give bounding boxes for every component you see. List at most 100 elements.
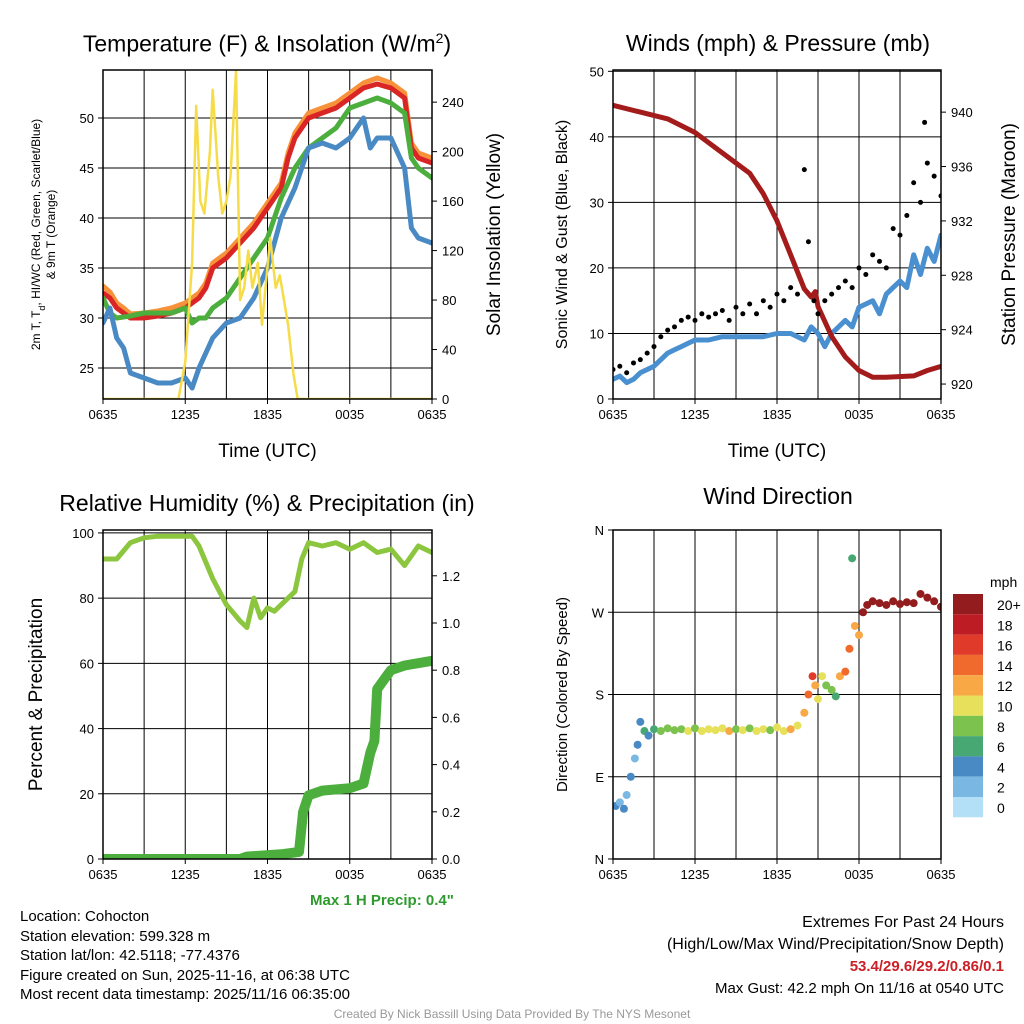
x-tick-label: 0635 [418,407,447,422]
title-superscript: 2 [435,30,444,46]
direction-point [889,597,898,606]
gust-point [692,317,698,323]
direction-point [793,721,802,730]
direction-point [636,717,645,726]
colorbar-swatch [953,776,983,797]
x-tick-label: 0635 [927,407,956,422]
x-tick-label: 0035 [845,407,874,422]
y-label-subscript: d [37,306,47,311]
temperature-panel-title: Temperature (F) & Insolation (W/m2) [83,30,451,58]
direction-point [779,727,788,736]
y-tick-label: 40 [80,211,94,226]
series-td [103,115,432,391]
colorbar-swatch [953,594,983,615]
y-tick-label: 40 [80,722,94,737]
wind-direction-panel-title: Wind Direction [703,483,853,509]
right-y-tick-label: 0 [442,392,449,407]
direction-point [718,724,727,733]
direction-point [818,672,827,681]
gust-point [699,311,705,317]
gust-point [883,265,889,271]
direction-point [875,599,884,608]
gust-point [665,327,671,333]
gust-point [924,160,930,166]
extremes-subtitle: (High/Low/Max Wind/Precipitation/Snow De… [666,936,1004,953]
direction-point [855,631,863,640]
y-label-part: , HI/WC (Red, Green, Scarlet/Blue) [29,119,43,306]
gust-point [678,317,684,323]
y-tick-label: 25 [80,361,94,376]
x-tick-label: 0635 [599,407,628,422]
winds-panel-title: Winds (mph) & Pressure (mb) [625,30,931,56]
plot-area [103,533,432,859]
series-hi-wc [103,95,432,326]
direction-point [937,602,941,611]
gust-point [822,298,828,304]
gust-point [795,291,800,297]
latlon-text: Station lat/lon: 42.5118; -77.4376 [20,947,240,964]
gust-point [801,167,807,173]
colorbar-swatch [953,675,983,696]
gust-point [922,119,928,125]
x-tick-label: 0635 [89,407,118,422]
gust-point [672,324,677,330]
direction-point [670,726,679,735]
max-gust-text: Max Gust: 42.2 mph On 11/16 at 0540 UTC [714,980,1004,997]
direction-point [841,667,850,676]
direction-point [615,798,624,807]
y-tick-label: 20 [590,261,604,276]
gust-point [685,314,691,320]
y-tick-label: 60 [80,656,94,671]
direction-point [644,731,653,740]
y-tick-label: N [595,523,604,538]
gust-point [877,258,882,264]
right-y-tick-label: 240 [442,95,464,110]
direction-point [896,600,904,609]
y-axis-label-line2: & 9m T (Orange) [44,190,58,280]
recent-data-text: Most recent data timestamp: 2025/11/16 0… [20,986,350,1003]
y-tick-label: E [595,770,604,785]
y-axis-label: Sonic Wind & Gust (Blue, Black) [554,120,571,349]
gust-point [836,285,841,291]
right-y-axis-label: Station Pressure (Maroon) [999,123,1020,346]
panel-2: 0 20 40 60 80 100 0.0 0.2 0.4 0.6 0.8 1.0 1.2 0635 123… [26,526,460,882]
direction-point [814,695,822,704]
colorbar-label: 10 [997,699,1013,715]
gust-point [788,285,794,291]
colorbar-swatch [953,797,983,818]
series-station-pressure [613,102,941,380]
gust-point [719,308,725,314]
x-tick-label: 0635 [89,867,118,882]
right-y-tick-label: 0.6 [442,710,460,725]
right-y-tick-label: 40 [442,343,456,358]
gust-point [781,298,787,304]
gust-point [805,239,811,245]
direction-point [619,804,628,813]
colorbar-label: 14 [997,658,1013,674]
gust-point [651,344,657,350]
gust-point [767,304,773,310]
gust-point [842,278,848,284]
series-precipitation [103,655,432,859]
gust-point [658,334,664,340]
right-y-tick-label: 924 [951,323,973,338]
right-y-tick-label: 200 [442,145,464,160]
direction-point [732,725,740,734]
x-tick-label: 1235 [681,867,710,882]
y-axis-label: Percent & Precipitation [26,598,47,791]
series-solar-insolation [103,70,432,399]
direction-point [745,724,754,733]
colorbar-swatch [953,736,983,757]
direction-point [850,621,859,630]
x-tick-label: 0035 [335,407,364,422]
gust-point [918,199,923,205]
right-y-tick-label: 80 [442,293,456,308]
direction-point [773,723,781,732]
gust-point [726,317,732,323]
gust-point [733,304,739,310]
extremes-block: Extremes For Past 24 Hours (High/Low/Max… [667,912,1004,1000]
right-y-tick-label: 1.0 [442,616,460,631]
y-tick-label: 40 [590,130,604,145]
direction-point [916,589,925,598]
